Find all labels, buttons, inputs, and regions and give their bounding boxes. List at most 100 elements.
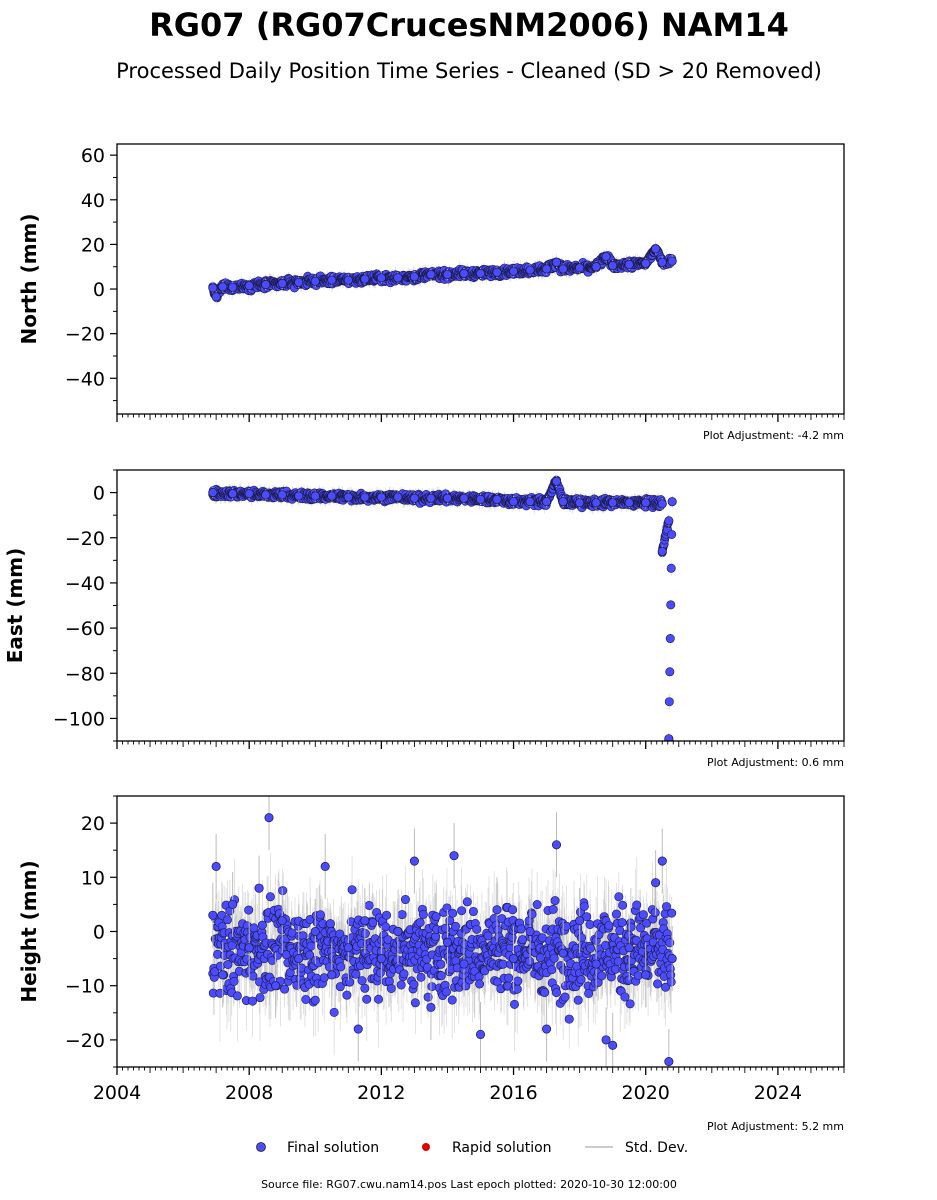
y-tick-label: −20 (65, 324, 105, 346)
data-point-east (360, 492, 370, 502)
data-point-north (208, 283, 218, 293)
data-point-north (426, 269, 436, 280)
y-tick-label: −40 (65, 368, 105, 390)
panels: 60 40 20 0 −20 −40 North (mm) Plot Adjustment: … (3, 143, 845, 1133)
data-point-east (608, 498, 618, 508)
y-tick-label: −80 (65, 663, 105, 685)
data-point-north (624, 259, 634, 270)
plot-frame-east (116, 469, 845, 742)
plot-adjustment-north: Plot Adjustment: -4.2 mm (703, 429, 844, 442)
y-tick-label: −40 (65, 573, 105, 595)
data-point (665, 667, 675, 677)
plot-area-east (208, 474, 677, 741)
data-point (667, 529, 677, 539)
data-point-east (277, 490, 287, 500)
data-point-east (657, 546, 667, 556)
data-point-north (343, 275, 353, 285)
data-point-east (459, 493, 469, 503)
y-axis-label-east: East (mm) (3, 548, 27, 664)
data-point-north (244, 281, 254, 291)
y-axis-north: 60 40 20 0 −20 −40 (65, 145, 117, 402)
data-point-north (475, 268, 486, 278)
data-point-north (657, 257, 667, 267)
data-point-east (492, 494, 502, 504)
data-point-north (211, 292, 221, 302)
data-point-east (261, 490, 271, 500)
data-point-east (657, 499, 667, 509)
sd-cloud-east (212, 474, 673, 741)
data-point-north (294, 277, 304, 287)
data-point-east (442, 493, 453, 503)
plot-area-north (208, 240, 677, 305)
data-point-east (667, 497, 677, 507)
series-points-east (208, 475, 677, 741)
data-point-north (459, 268, 469, 278)
data-point-north (525, 265, 535, 275)
series-points-north (208, 243, 677, 303)
data-point-north (442, 269, 453, 280)
data-point-east (294, 491, 304, 501)
data-point-east (558, 497, 568, 507)
data-point-east (542, 497, 552, 507)
data-point-north (360, 274, 370, 284)
data-point-north (327, 275, 337, 285)
y-tick-label: 60 (81, 145, 105, 167)
data-point-north (277, 278, 287, 289)
x-axis-east (116, 741, 845, 749)
data-point-east (575, 498, 585, 508)
data-point-north (261, 280, 271, 290)
y-tick-label: 40 (81, 190, 105, 212)
data-point-north (651, 244, 661, 254)
data-point-north (409, 272, 419, 282)
data-point-east (551, 476, 562, 486)
data-point (666, 563, 676, 573)
data-point-east (591, 498, 601, 508)
data-point-east (376, 492, 386, 502)
data-point-north (667, 256, 677, 266)
y-axis-label-north: North (mm) (17, 213, 41, 344)
plot-area-height (208, 796, 677, 1067)
y-tick-label: 20 (81, 234, 105, 256)
data-point-north (376, 273, 386, 283)
plot-adjustment-east: Plot Adjustment: 0.6 mm (707, 756, 844, 769)
y-tick-label: 0 (93, 483, 105, 505)
data-point-east (327, 491, 337, 501)
data-point-north (310, 276, 320, 286)
data-point-north (508, 266, 519, 276)
data-point-north (551, 257, 562, 267)
data-point-east (426, 493, 436, 503)
data-point-east (664, 734, 674, 741)
data-point-east (664, 516, 674, 526)
data-point-north (218, 282, 228, 292)
data-point-east (508, 497, 519, 507)
data-point-east (310, 491, 320, 501)
data-point (666, 600, 676, 610)
y-tick-label: 0 (93, 279, 105, 301)
panel-north: 60 40 20 0 −20 −40 North (mm) Plot Adjustment: … (17, 143, 845, 442)
data-point-north (393, 273, 403, 283)
data-point (664, 697, 674, 707)
data-point-east (343, 492, 353, 502)
data-point-north (558, 264, 568, 274)
data-point-east (475, 494, 486, 504)
chart-subtitle: Processed Daily Position Time Series - C… (116, 59, 822, 83)
data-point-north (591, 262, 601, 272)
chart-title: RG07 (RG07CrucesNM2006) NAM14 (149, 6, 789, 44)
data-point-east (409, 493, 419, 503)
data-point-east (641, 498, 651, 508)
data-point-north (601, 252, 611, 262)
panel-east: 0 −20 −40 −60 −80 −100 East (mm) Plot Adjustmen… (3, 469, 845, 769)
data-point-east (393, 492, 403, 502)
y-axis-east: 0 −20 −40 −60 −80 −100 (53, 469, 117, 742)
y-tick-label: −20 (65, 528, 105, 550)
data-point (665, 634, 675, 644)
data-point-north (542, 264, 552, 274)
data-point-east (525, 497, 535, 507)
data-point-east (228, 489, 238, 499)
y-tick-label: −60 (65, 618, 105, 640)
data-point-north (641, 258, 651, 268)
data-point-north (228, 282, 238, 292)
data-point-north (608, 261, 618, 271)
